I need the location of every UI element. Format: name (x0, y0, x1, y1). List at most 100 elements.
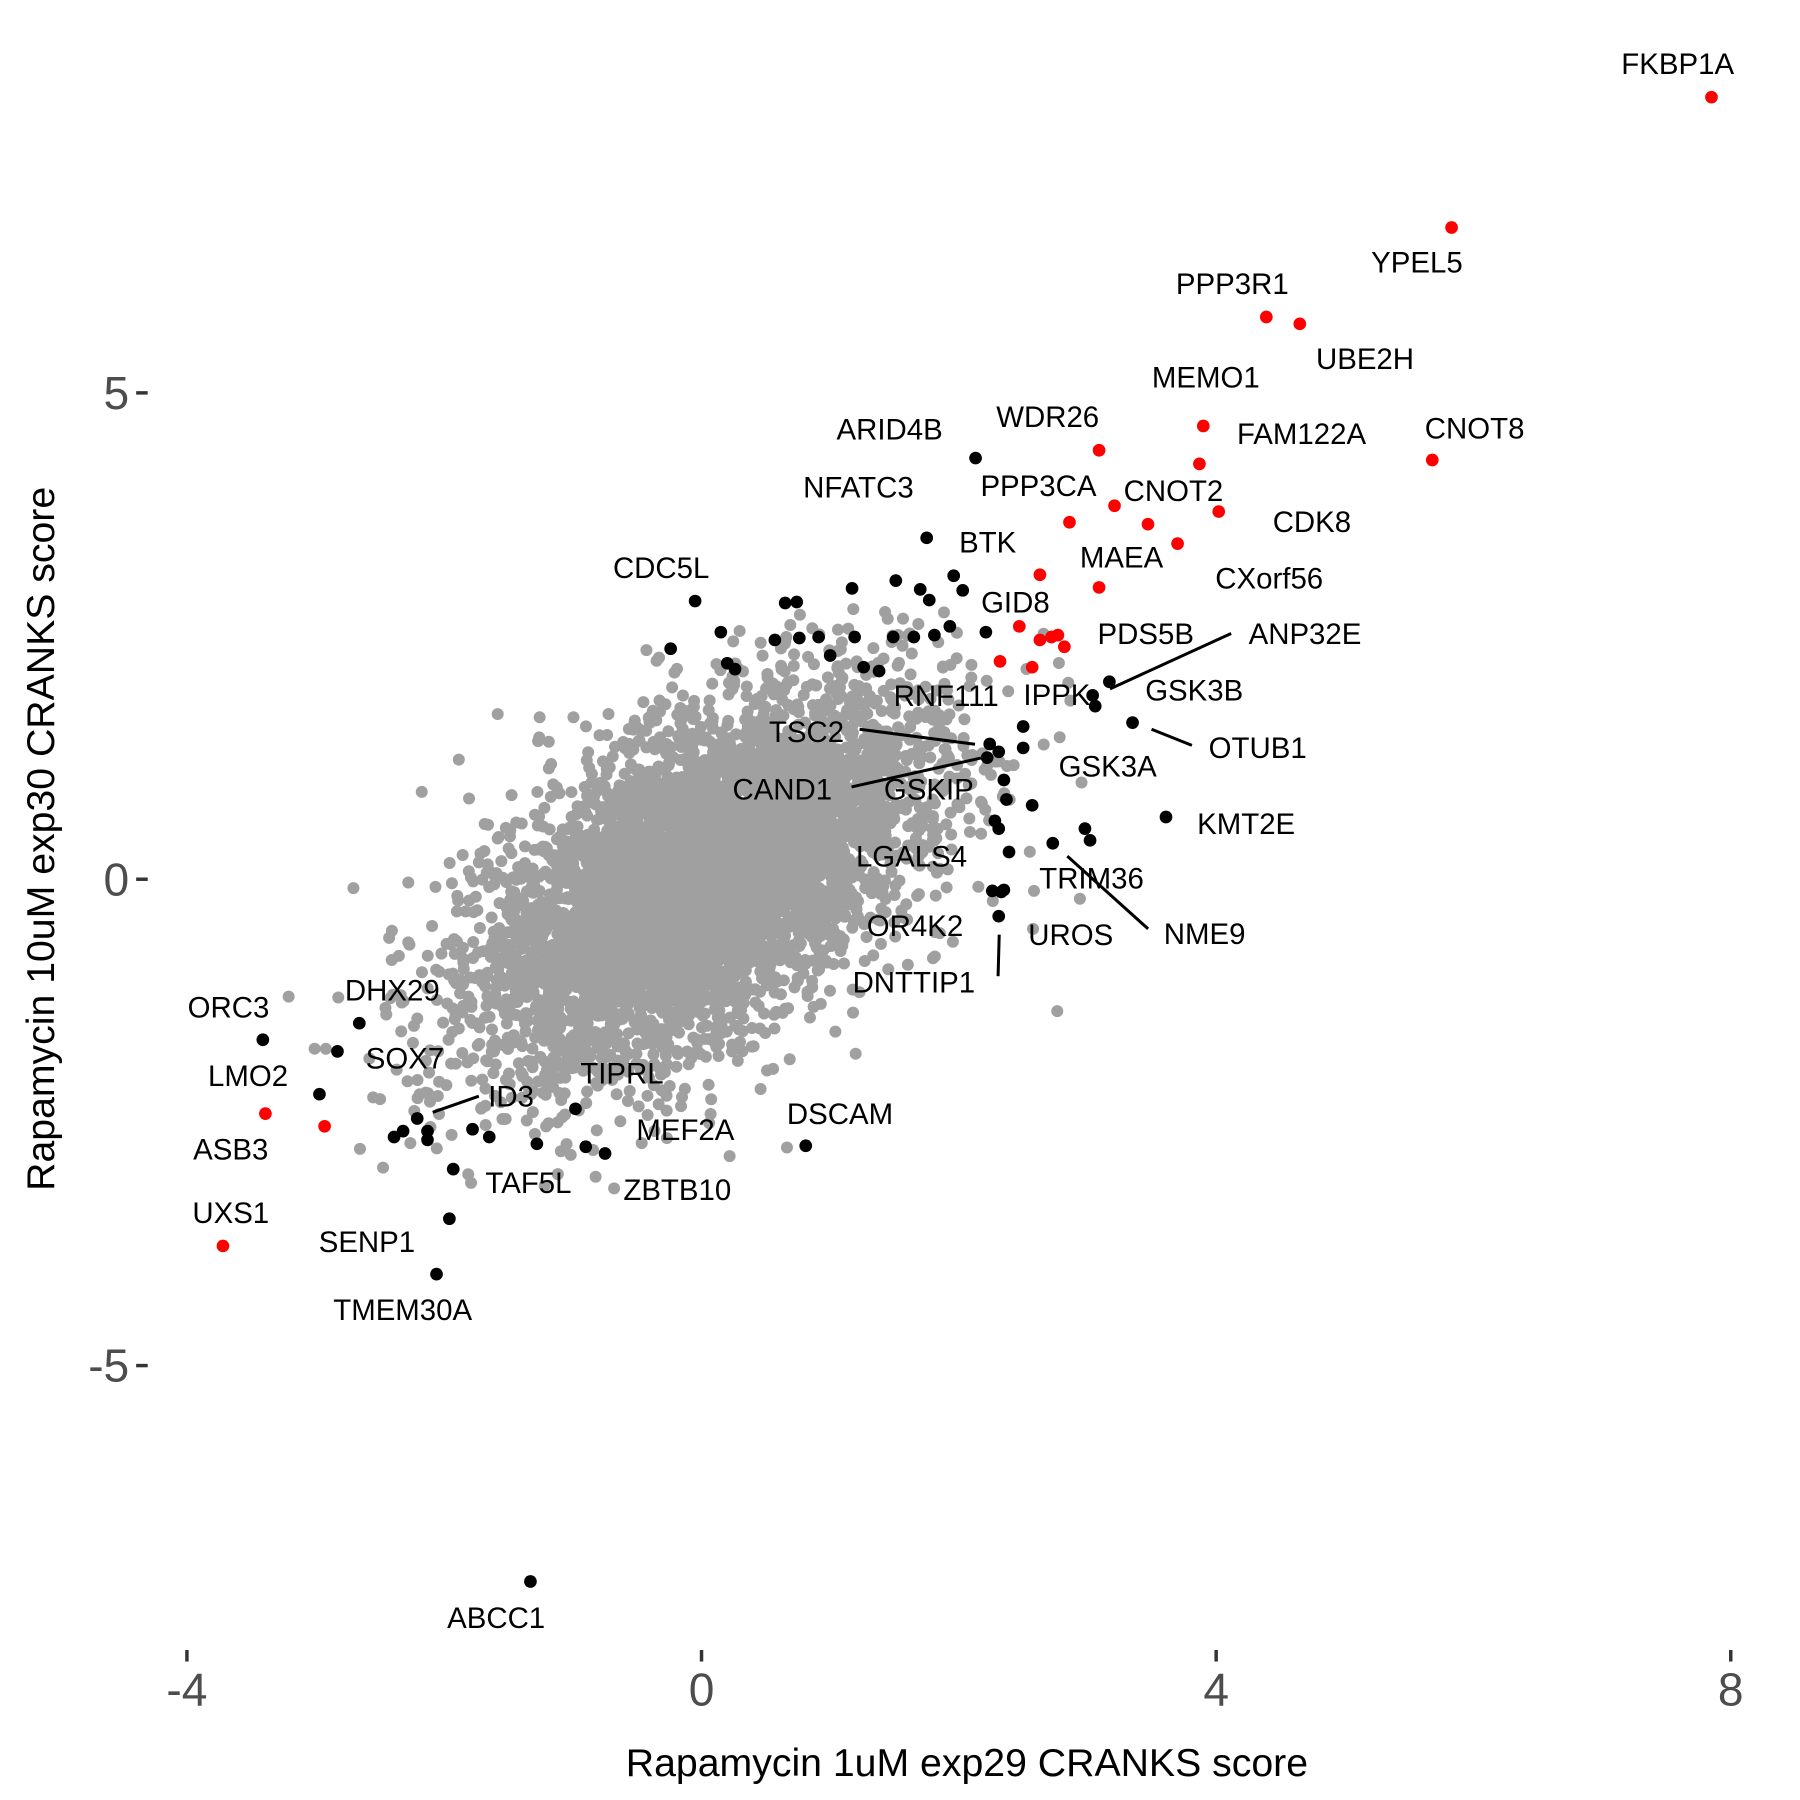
background-point (515, 1066, 528, 1079)
background-point (965, 658, 978, 671)
background-point (533, 711, 546, 724)
background-point (595, 878, 608, 891)
background-point (835, 636, 848, 649)
background-point (407, 1019, 420, 1032)
background-point (660, 1132, 673, 1145)
background-point (539, 1088, 552, 1101)
background-point (421, 949, 434, 962)
background-point (854, 854, 867, 867)
background-point (648, 1124, 661, 1137)
background-point (704, 1107, 717, 1120)
background-point (739, 713, 752, 726)
background-point (515, 817, 528, 830)
background-point (938, 743, 951, 756)
background-point (993, 755, 1006, 768)
background-point (1073, 892, 1086, 905)
background-point (924, 751, 937, 764)
background-point (395, 1025, 408, 1038)
background-point (703, 694, 716, 707)
background-point (551, 1116, 564, 1129)
background-point (860, 931, 873, 944)
background-point (681, 1045, 694, 1058)
background-point (491, 832, 504, 845)
background-point (464, 871, 477, 884)
background-point (653, 796, 666, 809)
background-point (929, 889, 942, 902)
background-point (588, 823, 601, 836)
background-point (807, 1000, 820, 1013)
background-point (751, 692, 764, 705)
background-point (426, 919, 439, 932)
background-point (415, 785, 428, 798)
background-point (505, 789, 518, 802)
background-point (867, 642, 880, 655)
background-point (952, 699, 965, 712)
background-point (1027, 922, 1040, 935)
background-point (640, 644, 653, 657)
background-point (538, 801, 551, 814)
background-point (423, 1066, 436, 1079)
background-point (622, 722, 635, 735)
background-point (799, 954, 812, 967)
background-point (1002, 685, 1015, 698)
background-point (485, 1045, 498, 1058)
background-point (402, 876, 415, 889)
background-point (473, 1037, 486, 1050)
background-point (481, 990, 494, 1003)
background-point (710, 762, 723, 775)
background-point (472, 856, 485, 869)
background-point (871, 872, 884, 885)
background-point (963, 812, 976, 825)
background-point (537, 820, 550, 833)
background-point (476, 873, 489, 886)
background-point (491, 708, 504, 721)
background-point (541, 1005, 554, 1018)
background-point (442, 1033, 455, 1046)
background-point (1051, 1005, 1064, 1018)
background-point (637, 696, 650, 709)
background-point (793, 608, 806, 621)
background-point (446, 1002, 459, 1015)
background-point (776, 693, 789, 706)
background-point (450, 905, 463, 918)
background-point (791, 974, 804, 987)
background-point (640, 724, 653, 737)
background-point (476, 1073, 489, 1086)
background-point (852, 819, 865, 832)
background-point (775, 663, 788, 676)
background-point (879, 825, 892, 838)
background-point (445, 1128, 458, 1141)
background-point (926, 860, 939, 873)
background-point (469, 890, 482, 903)
background-point (456, 952, 469, 965)
background-point (723, 1150, 736, 1163)
background-point (926, 810, 939, 823)
background-point (754, 1083, 767, 1096)
background-point (706, 677, 719, 690)
background-point (1075, 776, 1088, 789)
background-point (641, 1089, 654, 1102)
background-point (528, 843, 541, 856)
background-point (740, 690, 753, 703)
background-point (506, 905, 519, 918)
background-point (544, 790, 557, 803)
background-point (807, 658, 820, 671)
background-point (557, 958, 570, 971)
background-point (605, 887, 618, 900)
background-point (960, 792, 973, 805)
background-point (984, 768, 997, 781)
background-point (528, 808, 541, 821)
background-point (480, 999, 493, 1012)
background-point (889, 930, 902, 943)
background-point (433, 1075, 446, 1088)
background-point (614, 1115, 627, 1128)
background-point (820, 693, 833, 706)
background-point (542, 1117, 555, 1130)
background-point (561, 1051, 574, 1064)
background-point (579, 720, 592, 733)
background-point (448, 933, 461, 946)
background-point (530, 1000, 543, 1013)
background-point (682, 1058, 695, 1071)
background-point (771, 975, 784, 988)
